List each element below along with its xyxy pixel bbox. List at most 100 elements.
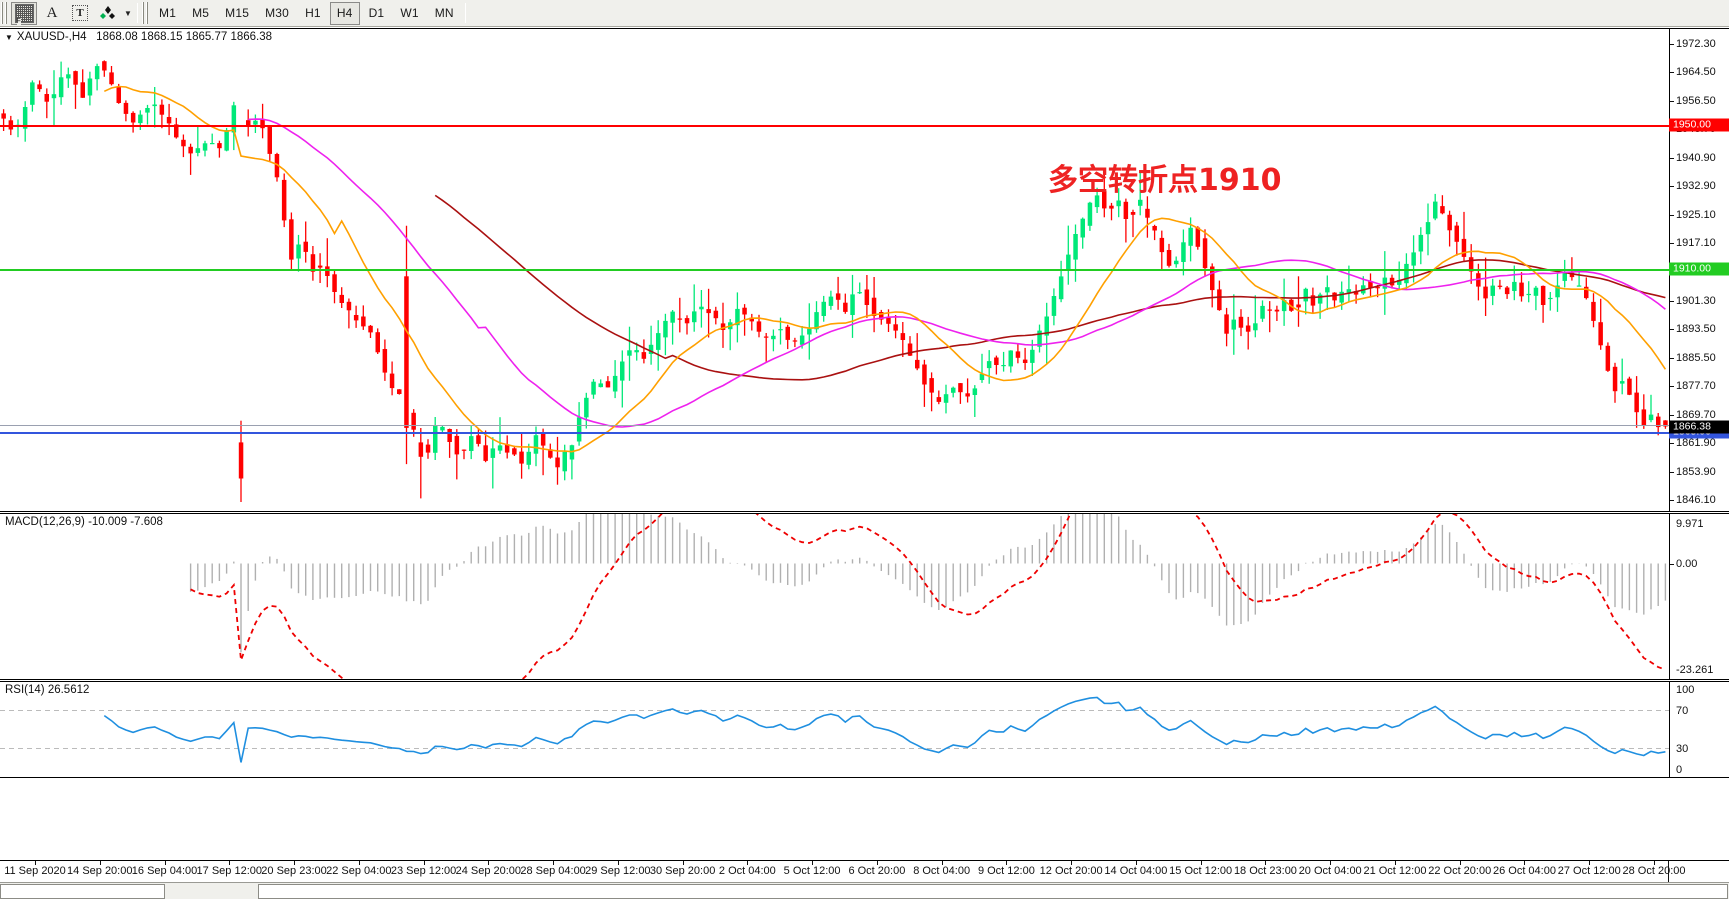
resistance-1950-tag[interactable]: 1950.00: [1669, 118, 1729, 132]
price-tick: [1670, 157, 1674, 159]
time-tick-label: 17 Sep 12:00: [196, 865, 262, 877]
shapes-dropdown-caret[interactable]: ▼: [124, 8, 132, 18]
time-tick: [35, 861, 36, 865]
time-tick: [1265, 861, 1267, 865]
price-tick-label: 1917.10: [1676, 237, 1716, 250]
rsi-tick-label: 100: [1676, 684, 1695, 696]
time-tick: [1654, 861, 1655, 865]
time-tick-label: 24 Sep 20:00: [455, 865, 522, 877]
time-tick-label: 15 Oct 12:00: [1169, 865, 1233, 877]
macd-tick: [1670, 563, 1674, 565]
toolbar: A T ▼ M1 M5 M15 M30 H1 H4 D1 W1 MN: [0, 0, 1729, 27]
time-tick-label: 9 Oct 12:00: [977, 865, 1035, 877]
timeframe-m15[interactable]: M15: [225, 6, 250, 20]
price-tick: [1670, 300, 1674, 302]
text-label-icon[interactable]: A: [46, 4, 58, 21]
time-tick-label: 14 Oct 04:00: [1104, 865, 1168, 877]
time-tick: [1330, 861, 1332, 865]
rsi-plot-area[interactable]: [0, 682, 1669, 777]
time-tick: [1394, 861, 1396, 865]
price-tick-label: 1846.10: [1676, 493, 1716, 506]
price-tick: [1670, 44, 1674, 46]
timeframe-h1[interactable]: H1: [305, 6, 321, 20]
price-tick: [1670, 471, 1674, 473]
macd-plot-area[interactable]: [0, 514, 1669, 679]
price-tick: [1670, 101, 1674, 103]
toolbar-grip-1[interactable]: [1, 2, 8, 24]
price-tick: [1670, 243, 1674, 245]
time-tick: [164, 861, 166, 865]
price-plot-area[interactable]: [0, 29, 1669, 511]
price-tick: [1670, 385, 1674, 387]
resistance-1950-line[interactable]: [0, 124, 1669, 127]
macd-tick-label: 9.971: [1676, 518, 1704, 530]
price-tick-label: 1940.90: [1676, 151, 1716, 164]
price-tick-label: 1964.50: [1676, 66, 1716, 79]
macd-tick-label: -23.261: [1676, 664, 1714, 676]
time-tick-label: 30 Sep 20:00: [649, 865, 716, 877]
status-cell-left: [0, 884, 165, 899]
time-tick-label: 22 Oct 20:00: [1428, 865, 1492, 877]
macd-title: MACD(12,26,9) -10.009 -7.608: [5, 516, 163, 528]
price-tick-label: 1893.50: [1676, 322, 1716, 335]
time-tick: [1524, 861, 1526, 865]
chart-annotation-text[interactable]: 多空转折点1910: [1048, 163, 1282, 198]
timeframe-mn[interactable]: MN: [434, 6, 454, 20]
time-tick: [617, 861, 619, 865]
price-tick: [1670, 357, 1674, 359]
current-price-line: [0, 424, 1669, 426]
time-tick-label: 27 Oct 12:00: [1557, 865, 1621, 877]
crosshair-grid-icon[interactable]: [11, 1, 37, 25]
time-tick-label: 16 Sep 04:00: [131, 865, 198, 877]
time-tick-label: 8 Oct 04:00: [913, 865, 971, 877]
price-tick-label: 1885.50: [1676, 351, 1716, 364]
time-tick: [423, 861, 425, 865]
chevron-down-icon[interactable]: ▼: [5, 33, 13, 42]
time-tick: [1459, 861, 1461, 865]
time-tick: [812, 861, 814, 865]
rsi-pane[interactable]: RSI(14) 26.5612 100 70 30 0: [0, 681, 1729, 778]
symbol-label: XAUUSD-,H4: [16, 31, 87, 43]
timeframe-m1[interactable]: M1: [159, 6, 177, 20]
rsi-tick-label: 0: [1676, 764, 1683, 776]
timeframe-h4[interactable]: H4: [329, 1, 360, 25]
shapes-icon[interactable]: [95, 2, 121, 25]
price-tick-label: 1853.90: [1676, 465, 1716, 478]
timeframe-m5[interactable]: M5: [192, 6, 210, 20]
macd-axis[interactable]: 9.971 0.00 -23.261: [1669, 514, 1729, 679]
time-tick: [1071, 861, 1073, 865]
time-tick: [488, 861, 490, 865]
rsi-series: [0, 696, 1669, 763]
support-1865-line[interactable]: [0, 431, 1669, 434]
toolbar-grip-2[interactable]: [142, 2, 149, 24]
time-tick-label: 5 Oct 12:00: [783, 865, 841, 877]
timeframe-w1[interactable]: W1: [400, 6, 419, 20]
text-object-icon[interactable]: T: [67, 2, 93, 25]
time-tick: [747, 861, 749, 865]
time-axis[interactable]: 11 Sep 2020 14 Sep 20:00 16 Sep 04:00 17 Se…: [0, 860, 1729, 882]
price-tick-label: 1925.10: [1676, 208, 1716, 221]
current-price-tag[interactable]: 1866.38: [1669, 420, 1729, 434]
pivot-1910-tag[interactable]: 1910.00: [1669, 262, 1729, 276]
chart-symbol-header[interactable]: ▼ XAUUSD-,H4 1868.08 1868.15 1865.77 1866…: [5, 31, 272, 43]
ohlc-values: 1868.08 1868.15 1865.77 1866.38: [96, 31, 273, 43]
price-tick: [1670, 214, 1674, 216]
time-tick: [294, 861, 296, 865]
time-tick: [1135, 861, 1137, 865]
price-tick: [1670, 499, 1674, 501]
price-pane[interactable]: ▼ XAUUSD-,H4 1868.08 1868.15 1865.77 1866…: [0, 28, 1729, 512]
pivot-1910-line[interactable]: [0, 269, 1669, 272]
macd-tick-label: 0.00: [1676, 557, 1698, 570]
rsi-axis[interactable]: 100 70 30 0: [1669, 682, 1729, 777]
price-tick-label: 1877.70: [1676, 379, 1716, 392]
time-tick-label: 2 Oct 04:00: [718, 865, 776, 877]
status-cell-right: [258, 884, 1728, 899]
time-tick-label: 23 Sep 12:00: [390, 865, 457, 877]
rsi-tick-label: 70: [1676, 704, 1689, 717]
timeframe-d1[interactable]: D1: [368, 6, 385, 20]
time-tick-label: 21 Oct 12:00: [1363, 865, 1427, 877]
time-tick-label: 29 Sep 12:00: [585, 865, 651, 877]
timeframe-m30[interactable]: M30: [265, 6, 290, 20]
macd-pane[interactable]: MACD(12,26,9) -10.009 -7.608 9.971 0.00 -2…: [0, 513, 1729, 680]
price-tick-label: 1901.30: [1676, 294, 1716, 307]
